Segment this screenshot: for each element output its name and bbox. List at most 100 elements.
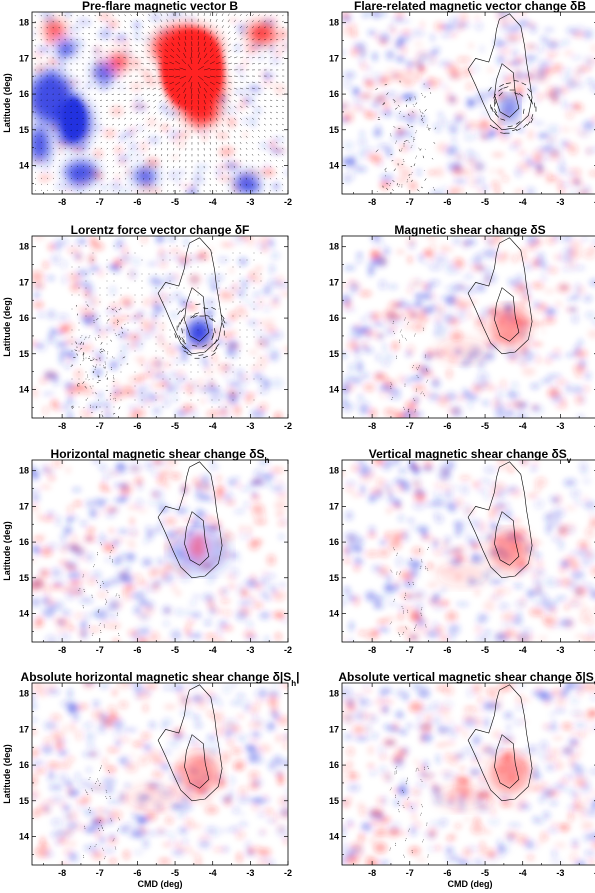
panel-shear_h: Horizontal magnetic shear change δSh -8 -7… <box>2 447 292 655</box>
x-tick-label: -2 <box>594 421 595 431</box>
panel-field: Pre-flare magnetic vector B -8 -7 -6 -5 -4 -3 -… <box>2 0 292 207</box>
y-tick-label: 15 <box>329 573 339 583</box>
x-tick-label: -6 <box>443 421 451 431</box>
y-tick-label: 18 <box>19 242 29 252</box>
y-tick-label: 17 <box>329 53 339 63</box>
panel-shear: Magnetic shear change δS -8 -7 -6 -5 -4 -3 -2 14… <box>329 223 595 431</box>
vector-arrows <box>390 317 429 413</box>
x-tick-label: -8 <box>368 868 376 878</box>
y-axis-label: Latitude (deg) <box>2 297 12 357</box>
panel-title-main: Magnetic shear change δS <box>394 223 545 237</box>
panel-title: Absolute horizontal magnetic shear chang… <box>21 670 300 688</box>
panel-shear_v: Vertical magnetic shear change δSv -8 -7 -6… <box>329 447 595 655</box>
x-tick-label: -3 <box>246 868 254 878</box>
y-tick-label: 15 <box>329 349 339 359</box>
y-axis-label: Latitude (deg) <box>2 521 12 581</box>
x-tick-label: -4 <box>209 421 217 431</box>
x-tick-label: -8 <box>368 197 376 207</box>
magnetogram-image <box>32 460 288 642</box>
x-tick-label: -7 <box>406 197 414 207</box>
x-tick-label: -5 <box>171 645 179 655</box>
flare-region-contour <box>157 237 223 355</box>
x-tick-label: -8 <box>58 645 66 655</box>
x-tick-label: -2 <box>284 421 292 431</box>
x-tick-label: -8 <box>58 421 66 431</box>
panel-title-main: Absolute horizontal magnetic shear chang… <box>21 670 292 684</box>
panel-abs_v: Absolute vertical magnetic shear change … <box>329 670 595 889</box>
panel-title: Pre-flare magnetic vector B <box>82 0 238 13</box>
x-tick-label: -4 <box>519 197 527 207</box>
flare-core-contour <box>494 63 520 118</box>
x-tick-label: -6 <box>443 645 451 655</box>
y-tick-label: 16 <box>329 89 339 99</box>
x-tick-label: -6 <box>133 197 141 207</box>
x-tick-label: -5 <box>481 645 489 655</box>
x-tick-label: -7 <box>96 421 104 431</box>
magnetogram-image <box>32 683 288 865</box>
panel-title-main: Vertical magnetic shear change δS <box>369 447 567 461</box>
x-tick-label: -4 <box>209 645 217 655</box>
magnetogram-image <box>342 460 595 642</box>
panel-title: Flare-related magnetic vector change δB <box>354 0 586 13</box>
y-tick-label: 14 <box>329 608 339 618</box>
flare-core-contour <box>184 287 210 342</box>
y-tick-label: 17 <box>329 277 339 287</box>
x-tick-label: -8 <box>368 421 376 431</box>
y-tick-label: 17 <box>19 277 29 287</box>
y-tick-label: 15 <box>329 125 339 135</box>
x-tick-label: -7 <box>96 645 104 655</box>
y-tick-label: 14 <box>19 608 29 618</box>
panel-frame <box>341 235 595 419</box>
x-tick-label: -6 <box>133 421 141 431</box>
y-axis-label: Latitude (deg) <box>2 73 12 133</box>
x-tick-label: -4 <box>519 421 527 431</box>
y-tick-label: 16 <box>19 89 29 99</box>
flare-region-contour <box>467 237 533 355</box>
vector-arrows <box>70 245 262 418</box>
x-axis-label: CMD (deg) <box>138 879 183 889</box>
y-tick-label: 14 <box>329 831 339 841</box>
panel-title-subscript: h <box>291 679 296 688</box>
x-tick-label: -5 <box>171 421 179 431</box>
x-tick-label: -3 <box>556 868 564 878</box>
y-tick-label: 17 <box>329 724 339 734</box>
y-tick-label: 14 <box>329 160 339 170</box>
panel-frame <box>31 459 289 643</box>
panel-title: Horizontal magnetic shear change δSh <box>51 447 270 465</box>
panel-frame <box>31 11 289 195</box>
panel-title: Magnetic shear change δS <box>394 223 545 237</box>
flare-core-contour <box>184 511 210 566</box>
vector-arrows <box>389 766 430 858</box>
y-tick-label: 18 <box>329 18 339 28</box>
x-tick-label: -4 <box>519 868 527 878</box>
y-tick-label: 16 <box>329 537 339 547</box>
x-tick-label: -2 <box>594 868 595 878</box>
x-tick-label: -3 <box>556 645 564 655</box>
x-tick-label: -3 <box>556 197 564 207</box>
y-tick-label: 18 <box>329 466 339 476</box>
y-tick-label: 15 <box>329 796 339 806</box>
x-axis-label: CMD (deg) <box>448 879 493 889</box>
y-tick-label: 14 <box>19 160 29 170</box>
y-tick-label: 18 <box>19 689 29 699</box>
y-tick-label: 15 <box>19 573 29 583</box>
y-tick-label: 16 <box>329 313 339 323</box>
flare-region-contour <box>467 684 533 802</box>
magnetogram-image <box>342 12 595 194</box>
x-tick-label: -3 <box>246 197 254 207</box>
x-tick-label: -7 <box>96 868 104 878</box>
vector-arrows <box>375 80 537 193</box>
x-tick-label: -8 <box>58 868 66 878</box>
panel-title-tail: | <box>296 670 299 684</box>
flare-region-contour <box>157 461 223 579</box>
x-tick-label: -7 <box>406 421 414 431</box>
y-tick-label: 14 <box>19 384 29 394</box>
panel-frame <box>341 11 595 195</box>
panel-frame <box>341 682 595 866</box>
x-tick-label: -3 <box>246 645 254 655</box>
y-tick-label: 14 <box>329 384 339 394</box>
magnetogram-image <box>32 236 288 418</box>
y-tick-label: 16 <box>19 760 29 770</box>
panel-force: Lorentz force vector change δF -8 -7 -6 -5 -4… <box>2 223 292 431</box>
